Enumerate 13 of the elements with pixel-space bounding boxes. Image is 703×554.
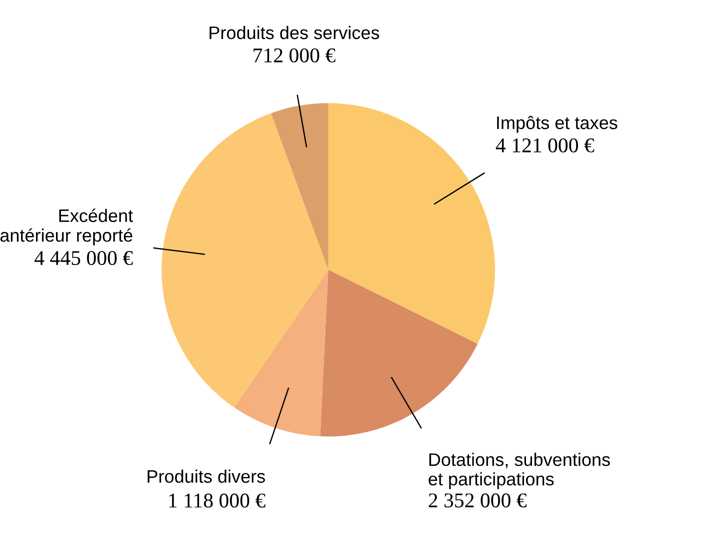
data-label: 4 445 000 € [34, 250, 133, 266]
data-label: 2 352 000 € [428, 493, 527, 508]
slice-label: Excédent antérieur reporté [0, 208, 133, 246]
slice-label: Impôts et taxes [497, 116, 618, 133]
slice-label: Produits divers [148, 470, 265, 483]
data-label: 1 118 000 € [169, 494, 266, 508]
pie-slice [270, 103, 328, 270]
slice-label: Produits des services [210, 26, 380, 40]
pie-slice [234, 270, 328, 436]
data-label: 712 000 € [254, 48, 336, 62]
pie-slice [320, 270, 478, 437]
slice-label: Dotations, subventions et participations [428, 452, 610, 490]
data-label: 4 121 000 € [496, 138, 594, 152]
